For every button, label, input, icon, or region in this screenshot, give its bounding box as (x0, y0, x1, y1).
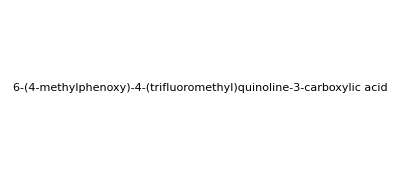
Text: 6-(4-methylphenoxy)-4-(trifluoromethyl)quinoline-3-carboxylic acid: 6-(4-methylphenoxy)-4-(trifluoromethyl)q… (13, 83, 388, 93)
